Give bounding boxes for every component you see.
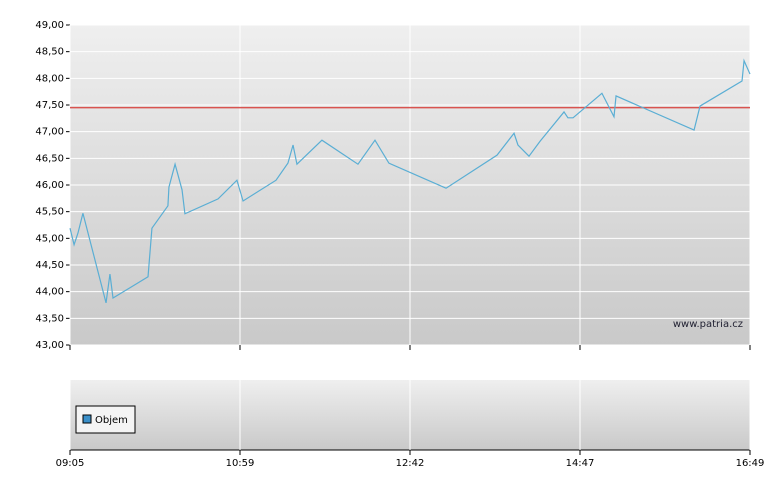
- y-tick-label: 47,00: [35, 127, 64, 138]
- y-tick-label: 47,50: [35, 100, 64, 111]
- y-tick-label: 44,00: [35, 287, 64, 298]
- x-tick-label: 16:49: [736, 458, 765, 469]
- y-tick-label: 48,50: [35, 47, 64, 58]
- y-tick-label: 43,00: [35, 340, 64, 351]
- x-tick-label: 10:59: [226, 458, 255, 469]
- legend-label: Objem: [95, 415, 128, 426]
- y-tick-label: 49,00: [35, 20, 64, 31]
- x-tick-label: 09:05: [56, 458, 85, 469]
- y-tick-label: 44,50: [35, 260, 64, 271]
- y-tick-label: 46,00: [35, 180, 64, 191]
- legend-box: [75, 405, 136, 434]
- y-tick-label: 45,50: [35, 207, 64, 218]
- x-tick-label: 12:42: [396, 458, 425, 469]
- watermark: www.patria.cz: [673, 319, 743, 330]
- legend-swatch: [82, 414, 92, 424]
- price-line: [69, 58, 751, 304]
- y-tick-label: 48,00: [35, 73, 64, 84]
- y-tick-label: 45,00: [35, 233, 64, 244]
- y-tick-label: 43,50: [35, 313, 64, 324]
- y-tick-label: 46,50: [35, 153, 64, 164]
- x-tick-label: 14:47: [566, 458, 595, 469]
